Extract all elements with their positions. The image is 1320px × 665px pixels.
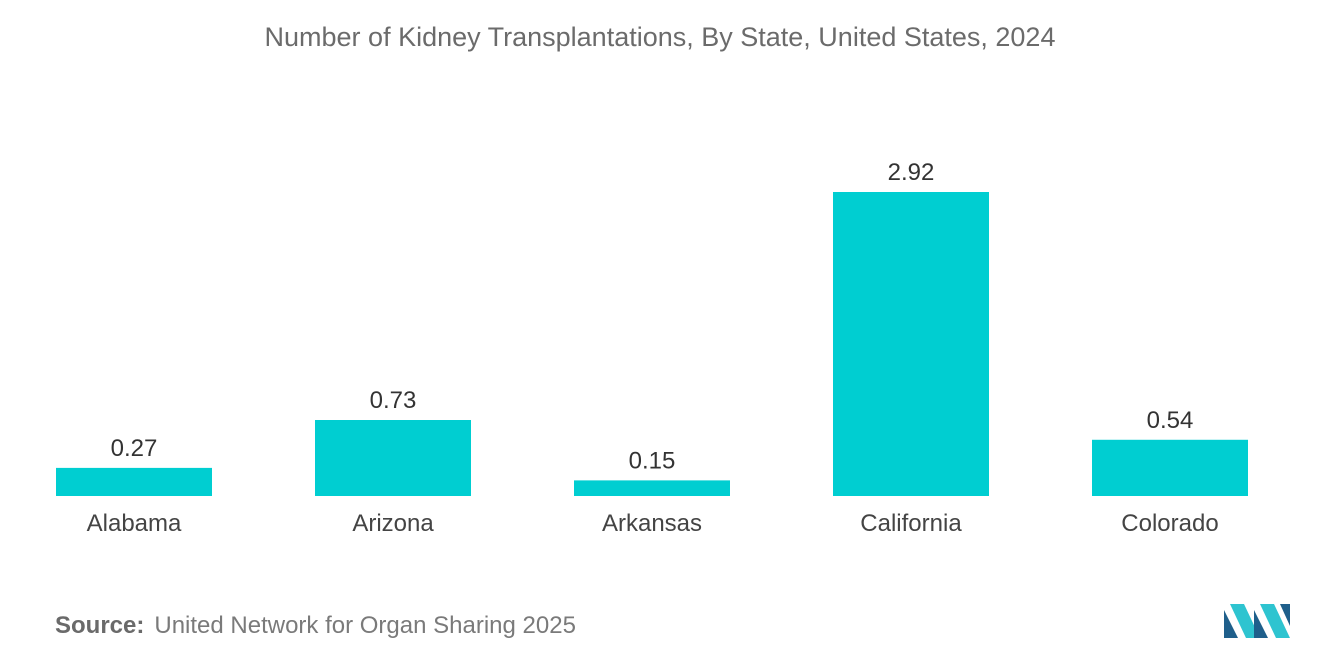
- source-label: Source:: [55, 612, 145, 639]
- bar-arizona: [315, 420, 471, 496]
- source-line: Source: United Network for Organ Sharing …: [55, 612, 576, 640]
- category-label-arkansas: Arkansas: [602, 510, 702, 537]
- bar-alabama: [56, 467, 212, 496]
- category-label-arizona: Arizona: [352, 510, 434, 537]
- category-label-california: California: [860, 510, 962, 537]
- data-label-alabama: 0.27: [111, 435, 158, 462]
- data-label-arkansas: 0.15: [629, 447, 676, 474]
- source-text: United Network for Organ Sharing 2025: [154, 612, 576, 639]
- category-label-colorado: Colorado: [1121, 510, 1218, 537]
- data-label-colorado: 0.54: [1147, 407, 1194, 434]
- chart-title: Number of Kidney Transplantations, By St…: [264, 22, 1056, 52]
- data-label-california: 2.92: [888, 159, 935, 186]
- mordor-intelligence-logo-icon: [1224, 604, 1290, 638]
- bar-arkansas: [574, 480, 730, 496]
- data-label-arizona: 0.73: [370, 387, 417, 414]
- bar-colorado: [1092, 439, 1248, 496]
- bar-california: [833, 192, 989, 496]
- category-label-alabama: Alabama: [87, 510, 182, 537]
